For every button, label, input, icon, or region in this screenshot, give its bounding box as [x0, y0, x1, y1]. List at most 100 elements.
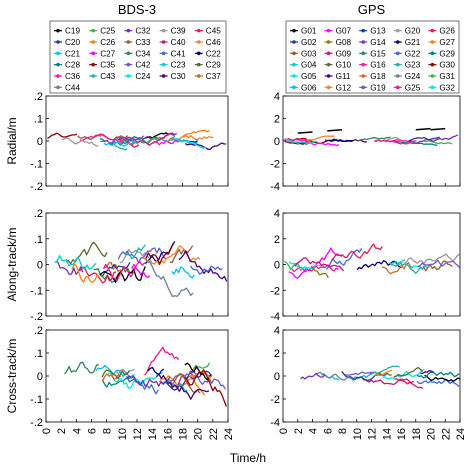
legend-entry: G10: [336, 61, 352, 70]
series-line: [124, 244, 146, 260]
legend-swatch-marker: [430, 62, 435, 67]
series-line: [117, 132, 178, 146]
legend-swatch-marker: [126, 51, 131, 56]
legend-swatch-marker: [326, 74, 331, 78]
legend-entry: G08: [336, 38, 352, 47]
legend-entry: C46: [206, 38, 221, 47]
series-line: [391, 261, 428, 275]
series-line: [188, 370, 213, 379]
legend-entry: G30: [439, 61, 455, 70]
legend-entry: C22: [206, 49, 221, 58]
x-tick-label: 2: [293, 428, 305, 434]
series-line: [423, 260, 453, 272]
legend-entry: C40: [171, 38, 186, 47]
legend-entry: G23: [405, 61, 421, 70]
series-line: [145, 241, 176, 264]
legend-swatch-marker: [161, 62, 166, 67]
series-line: [47, 132, 78, 139]
y-tick-label: 2: [274, 114, 280, 126]
legend-swatch-marker: [56, 40, 60, 44]
series-line: [357, 136, 391, 142]
legend-entry: G24: [405, 72, 421, 81]
legend-entry: C24: [135, 72, 150, 81]
x-tick-label: 0: [278, 428, 290, 434]
series-line: [415, 127, 431, 131]
x-tick-label: 10: [117, 428, 129, 440]
series-line: [408, 136, 440, 142]
legend-swatch-marker: [361, 51, 366, 56]
y-tick-label: 4: [274, 208, 280, 220]
legend-entry: G19: [370, 83, 386, 92]
series-line: [189, 265, 223, 275]
series-line: [145, 243, 174, 265]
legend-swatch-marker: [91, 51, 95, 56]
legend-entry: G32: [439, 83, 455, 92]
series-line: [328, 139, 354, 143]
legend-swatch-marker: [326, 62, 331, 67]
series-line: [362, 377, 414, 386]
legend-entry: C42: [135, 61, 150, 70]
legend-swatch-marker: [396, 51, 400, 56]
legend-swatch-marker: [292, 62, 296, 67]
legend-swatch-marker: [396, 28, 400, 33]
y-tick-label: 0: [37, 371, 43, 383]
series-line: [341, 370, 378, 382]
y-tick-label: -4: [270, 181, 280, 193]
legend-swatch-marker: [430, 40, 435, 44]
legend-swatch-marker: [396, 85, 400, 90]
legend-swatch-marker: [197, 62, 201, 67]
x-tick-label: 18: [411, 428, 423, 440]
y-tick-label: .2: [34, 208, 43, 220]
legend-entry: G07: [336, 27, 352, 36]
series-line: [294, 257, 345, 272]
legend-swatch-marker: [430, 28, 435, 33]
legend-entry: G06: [301, 83, 317, 92]
legend-entry: C45: [206, 27, 221, 36]
legend-entry: C21: [65, 49, 80, 58]
legend-swatch-marker: [361, 40, 366, 44]
legend-swatch-marker: [161, 51, 166, 56]
legend-swatch-marker: [197, 28, 201, 33]
legend-entry: G27: [439, 38, 455, 47]
legend-swatch-marker: [326, 28, 331, 33]
y-tick-label: 0: [274, 136, 280, 148]
legend-entry: C25: [100, 27, 115, 36]
x-tick-label: 8: [337, 428, 349, 434]
x-axis-label: Time/h: [230, 451, 266, 465]
legend-entry: C27: [100, 49, 115, 58]
y-tick-label: .2: [34, 325, 43, 337]
y-tick-label: 2: [274, 234, 280, 246]
legend-entry: C35: [100, 61, 115, 70]
series-line: [101, 376, 137, 388]
series-line: [101, 373, 122, 382]
series-line: [103, 141, 139, 147]
legend-swatch-marker: [292, 40, 296, 44]
legend-entry: C29: [206, 61, 221, 70]
legend-swatch-marker: [292, 51, 296, 56]
x-tick-label: 10: [352, 428, 364, 440]
x-tick-label: 20: [426, 428, 438, 440]
legend-entry: C33: [135, 38, 150, 47]
legend-box: [49, 20, 227, 94]
series-line: [77, 133, 129, 141]
legend: C19 C25 C32 C39 C45 C20 C26 C33 C40 C46 C21 C27 C34 C…: [49, 20, 227, 94]
panel-0: -4 -2 0 2 4: [270, 91, 461, 193]
series-line: [64, 361, 99, 375]
series-line: [144, 346, 180, 376]
series-line: [381, 262, 414, 275]
series-line: [181, 129, 210, 138]
series-line: [173, 137, 207, 149]
legend-entry: G12: [336, 83, 352, 92]
series-line: [344, 371, 389, 377]
legend-entry: G05: [301, 72, 317, 81]
series-line: [101, 369, 130, 380]
x-tick-label: 20: [193, 428, 205, 440]
series-line: [142, 245, 201, 266]
series-line: [284, 140, 308, 145]
y-tick-label: -.1: [30, 285, 43, 297]
chart-title: GPS: [358, 2, 386, 17]
legend-entry: G20: [405, 27, 421, 36]
series-line: [99, 266, 146, 283]
